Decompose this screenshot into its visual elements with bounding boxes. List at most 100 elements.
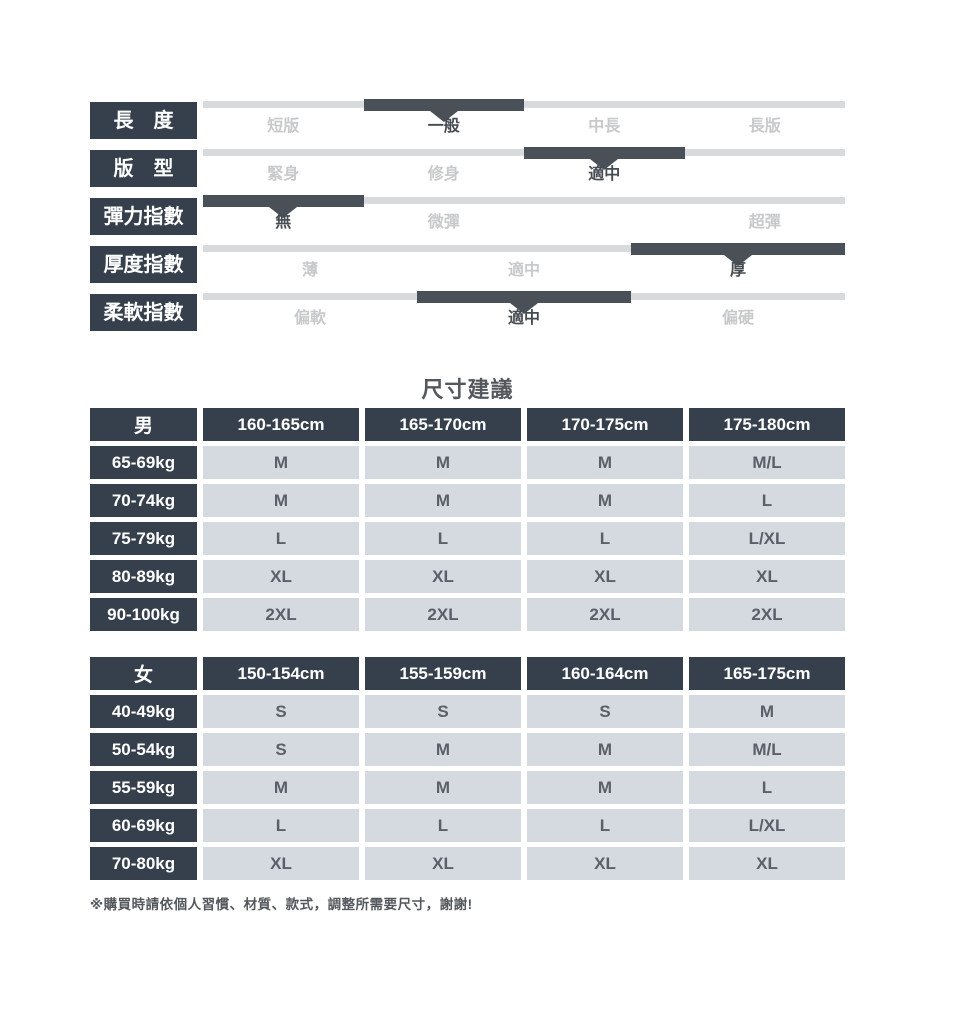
table-col-header-3: 165-175cm: [689, 657, 845, 690]
table-row-label-0: 40-49kg: [90, 695, 197, 728]
slider-track-thickness: [203, 245, 845, 252]
table-size-cell-2-1: M: [365, 771, 521, 804]
slider-selected-segment-elasticity: [203, 195, 364, 207]
table-size-cell-1-0: M: [203, 484, 359, 517]
slider-bar-elasticity: 無 微彈 超彈: [203, 195, 845, 233]
slider-pointer-icon-thickness: [724, 255, 752, 266]
slider-track-elasticity: [203, 197, 845, 204]
slider-bar-fit: 緊身 修身 適中: [203, 147, 845, 185]
slider-option-softness-0: 偏軟: [293, 310, 326, 327]
slider-bar-softness: 偏軟 適中 偏硬: [203, 291, 845, 329]
slider-option-length-3: 長版: [748, 118, 781, 135]
slider-row-softness: 柔軟指數 偏軟 適中 偏硬: [90, 291, 845, 331]
table-corner-cell: 女: [90, 657, 197, 690]
table-col-header-1: 165-170cm: [365, 408, 521, 441]
slider-option-length-2: 中長: [588, 118, 621, 135]
slider-row-elasticity: 彈力指數 無 微彈 超彈: [90, 195, 845, 235]
table-col-header-0: 160-165cm: [203, 408, 359, 441]
table-col-header-1: 155-159cm: [365, 657, 521, 690]
table-row-label-2: 55-59kg: [90, 771, 197, 804]
table-size-cell-1-3: L: [689, 484, 845, 517]
table-size-cell-1-0: S: [203, 733, 359, 766]
slider-option-elasticity-3: 超彈: [748, 214, 781, 231]
slider-label-softness: 柔軟指數: [90, 294, 197, 331]
slider-row-length: 長 度 短版 一般 中長 長版: [90, 99, 845, 139]
slider-option-softness-2: 偏硬: [721, 310, 754, 327]
table-size-cell-2-3: L/XL: [689, 522, 845, 555]
slider-option-fit-2: 適中: [588, 166, 621, 183]
slider-label-elasticity: 彈力指數: [90, 198, 197, 235]
table-size-cell-3-3: L/XL: [689, 809, 845, 842]
table-size-cell-2-2: M: [527, 771, 683, 804]
table-size-cell-4-0: XL: [203, 847, 359, 880]
slider-bar-thickness: 薄 適中 厚: [203, 243, 845, 281]
table-size-cell-0-1: S: [365, 695, 521, 728]
slider-option-thickness-2: 厚: [729, 262, 746, 279]
table-row-label-2: 75-79kg: [90, 522, 197, 555]
slider-track-length: [203, 101, 845, 108]
table-size-cell-1-2: M: [527, 733, 683, 766]
slider-option-elasticity-0: 無: [275, 214, 292, 231]
table-size-cell-3-0: XL: [203, 560, 359, 593]
slider-option-length-1: 一般: [427, 118, 460, 135]
slider-selected-segment-thickness: [631, 243, 845, 255]
slider-pointer-icon-softness: [510, 303, 538, 314]
table-size-cell-4-2: XL: [527, 847, 683, 880]
table-size-cell-0-1: M: [365, 446, 521, 479]
table-size-cell-3-3: XL: [689, 560, 845, 593]
table-size-cell-4-1: 2XL: [365, 598, 521, 631]
table-corner-cell: 男: [90, 408, 197, 441]
slider-option-length-0: 短版: [267, 118, 300, 135]
men-size-table: 男 160-165cm 165-170cm 170-175cm 175-180cm 65-…: [90, 408, 845, 631]
table-row-label-3: 80-89kg: [90, 560, 197, 593]
table-size-cell-4-3: XL: [689, 847, 845, 880]
women-size-table: 女 150-154cm 155-159cm 160-164cm 165-175cm 40-…: [90, 657, 845, 880]
table-size-cell-3-2: XL: [527, 560, 683, 593]
table-size-cell-0-2: S: [527, 695, 683, 728]
slider-selected-segment-fit: [524, 147, 685, 159]
slider-row-thickness: 厚度指數 薄 適中 厚: [90, 243, 845, 283]
table-size-cell-1-3: M/L: [689, 733, 845, 766]
table-size-cell-1-1: M: [365, 484, 521, 517]
slider-option-elasticity-1: 微彈: [427, 214, 460, 231]
table-size-cell-2-0: M: [203, 771, 359, 804]
table-size-cell-0-0: M: [203, 446, 359, 479]
slider-option-thickness-0: 薄: [301, 262, 318, 279]
slider-pointer-icon-length: [429, 111, 458, 122]
slider-label-fit: 版 型: [90, 150, 197, 187]
table-size-cell-3-0: L: [203, 809, 359, 842]
table-size-cell-4-0: 2XL: [203, 598, 359, 631]
table-col-header-3: 175-180cm: [689, 408, 845, 441]
slider-bar-length: 短版 一般 中長 長版: [203, 99, 845, 137]
table-row-label-4: 90-100kg: [90, 598, 197, 631]
table-row-label-3: 60-69kg: [90, 809, 197, 842]
slider-label-thickness: 厚度指數: [90, 246, 197, 283]
slider-option-softness-1: 適中: [507, 310, 540, 327]
table-size-cell-2-3: L: [689, 771, 845, 804]
size-table-title: 尺寸建議: [421, 377, 514, 402]
table-size-cell-4-1: XL: [365, 847, 521, 880]
table-size-cell-3-1: XL: [365, 560, 521, 593]
slider-pointer-icon-fit: [590, 159, 619, 170]
slider-row-fit: 版 型 緊身 修身 適中: [90, 147, 845, 187]
table-size-cell-1-1: M: [365, 733, 521, 766]
table-row-label-1: 50-54kg: [90, 733, 197, 766]
table-col-header-0: 150-154cm: [203, 657, 359, 690]
slider-label-length: 長 度: [90, 102, 197, 139]
table-row-label-0: 65-69kg: [90, 446, 197, 479]
table-size-cell-4-2: 2XL: [527, 598, 683, 631]
slider-option-thickness-1: 適中: [507, 262, 540, 279]
table-row-label-1: 70-74kg: [90, 484, 197, 517]
table-size-cell-1-2: M: [527, 484, 683, 517]
table-size-cell-2-0: L: [203, 522, 359, 555]
slider-selected-segment-softness: [417, 291, 631, 303]
fit-sliders: 長 度短版 一般 中長 長版版 型緊身 修身 適中 彈力指數無微彈 超彈 厚度指數薄適中厚柔軟指…: [90, 99, 845, 339]
slider-option-elasticity-2: [524, 213, 685, 233]
table-size-cell-0-2: M: [527, 446, 683, 479]
table-size-cell-0-3: M: [689, 695, 845, 728]
slider-option-fit-0: 緊身: [267, 166, 300, 183]
table-size-cell-2-1: L: [365, 522, 521, 555]
table-size-cell-0-3: M/L: [689, 446, 845, 479]
table-size-cell-3-1: L: [365, 809, 521, 842]
slider-option-fit-3: [685, 165, 846, 185]
